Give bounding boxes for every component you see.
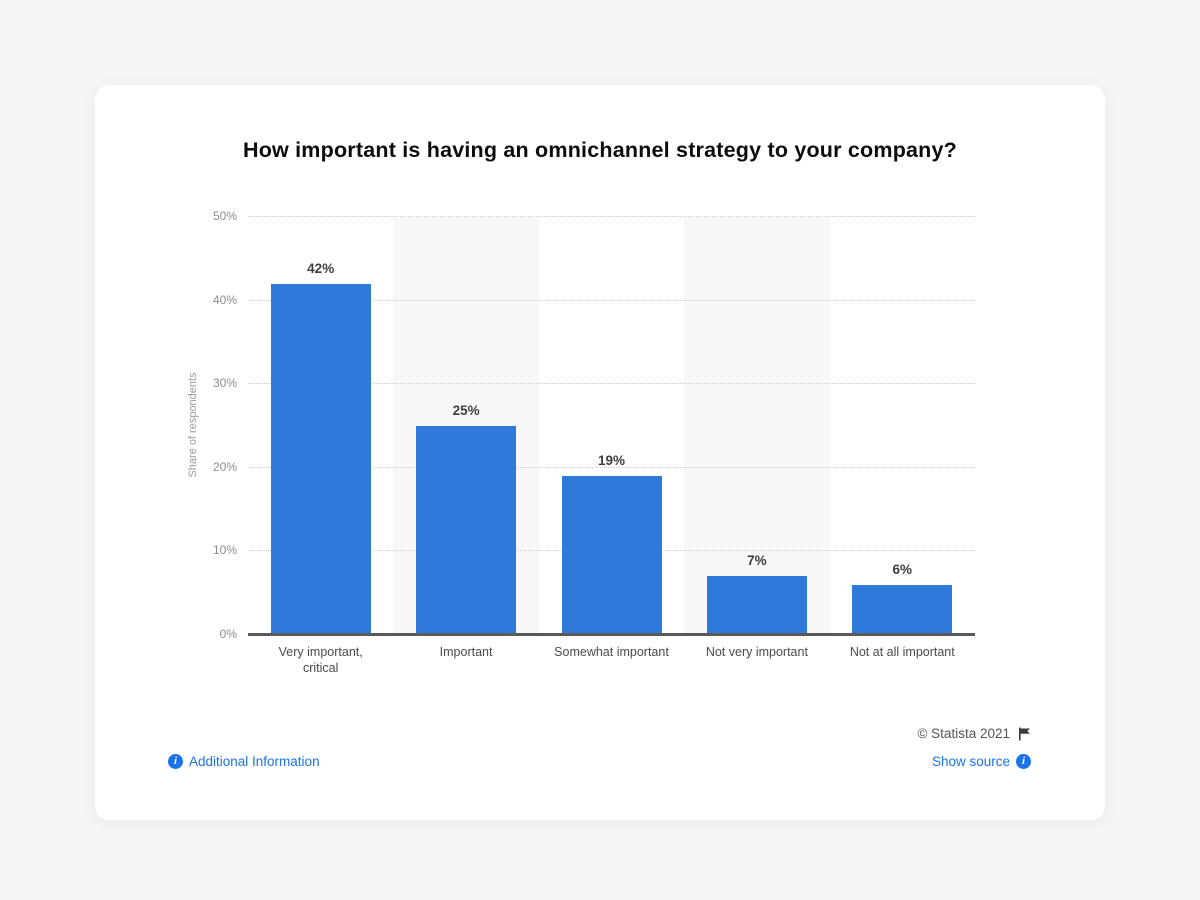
column-band — [684, 217, 830, 635]
flag-icon — [1019, 727, 1030, 740]
chart-title: How important is having an omnichannel s… — [242, 138, 958, 162]
info-icon: i — [168, 754, 183, 769]
y-tick-label: 0% — [219, 627, 237, 641]
bar-value-label: 42% — [307, 260, 335, 276]
show-source-link[interactable]: Show source i — [932, 754, 1031, 769]
copyright-text: © Statista 2021 — [917, 726, 1010, 741]
info-icon: i — [1016, 754, 1031, 769]
y-tick-label: 40% — [212, 292, 237, 307]
x-axis-label: Very important, critical — [278, 645, 363, 675]
show-source-label: Show source — [931, 754, 1010, 769]
gridline — [248, 466, 975, 468]
bar-value-label: 19% — [597, 453, 625, 469]
footer-links: i Additional Information Show source i — [168, 754, 1031, 769]
x-axis-label: Somewhat important — [554, 645, 669, 659]
y-tick-label: 20% — [212, 459, 237, 474]
y-axis-ticks: 0% 10% 20% 30% 40% 50% — [95, 209, 237, 641]
x-axis-label: Not very important — [705, 645, 808, 659]
additional-information-label: Additional Information — [189, 754, 320, 769]
bar-value-label: 6% — [892, 561, 913, 577]
y-tick-label: 10% — [212, 543, 237, 558]
gridline — [248, 216, 975, 217]
plot-area: 42% 25% 19% 7% 6% — [248, 216, 975, 636]
gridline — [248, 299, 975, 301]
bar-3[interactable] — [706, 576, 807, 635]
gridline — [248, 383, 975, 385]
x-axis-label: Not at all important — [849, 645, 955, 659]
copyright: © Statista 2021 — [917, 726, 1031, 741]
bar-value-label: 25% — [452, 403, 480, 418]
chart-card: How important is having an omnichannel s… — [95, 85, 1105, 820]
bar-2[interactable] — [561, 476, 662, 635]
y-tick-label: 30% — [212, 376, 237, 391]
bar-1[interactable] — [416, 426, 517, 635]
bar-0[interactable] — [270, 283, 371, 635]
x-axis-line — [248, 633, 975, 636]
additional-information-link[interactable]: i Additional Information — [168, 754, 320, 769]
y-tick-label: 50% — [212, 209, 237, 223]
x-axis-label: Important — [439, 645, 493, 659]
bar-value-label: 7% — [747, 553, 767, 569]
bar-4[interactable] — [852, 584, 953, 635]
